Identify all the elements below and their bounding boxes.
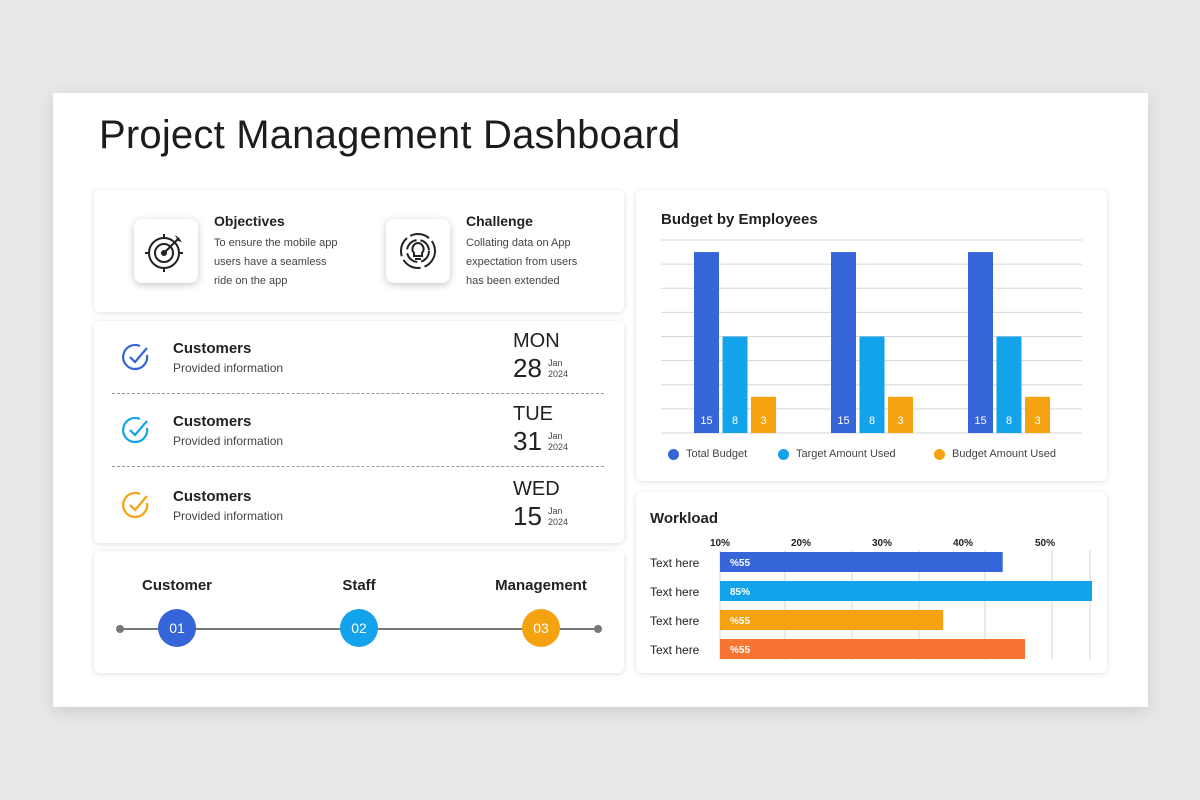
- bar: [831, 252, 856, 433]
- category-label: Text here: [650, 643, 700, 657]
- objective-desc-line: To ensure the mobile app: [214, 237, 338, 249]
- timeline-step-03: 03: [522, 609, 560, 647]
- timeline-step-01: 01: [158, 609, 196, 647]
- customers-card: Customers Provided information MON 28 Ja…: [94, 321, 624, 543]
- year: 2024: [548, 517, 569, 527]
- bar: [722, 336, 748, 433]
- month: Jan: [548, 358, 563, 368]
- bar: [720, 581, 1092, 601]
- day-number: 28: [513, 353, 542, 383]
- bar: [1025, 396, 1050, 433]
- timeline-card: Customer Staff Management 01 02 03: [94, 551, 624, 673]
- legend-swatch: [668, 448, 679, 460]
- day-number: 15: [513, 501, 542, 531]
- timeline-end-dot: [594, 625, 602, 633]
- legend-item: Total Budget: [668, 448, 747, 460]
- bar-value-label: %55: [730, 616, 750, 627]
- timeline-label: Management: [495, 577, 587, 594]
- category-label: Text here: [650, 614, 700, 628]
- list-item: Customers Provided information TUE 31 Ja…: [112, 394, 604, 467]
- legend-label: Target Amount Used: [796, 448, 896, 460]
- year: 2024: [548, 369, 569, 379]
- legend-item: Target Amount Used: [778, 448, 896, 460]
- objective-desc-line: ride on the app: [214, 275, 288, 287]
- customer-sub: Provided information: [173, 434, 284, 448]
- x-tick-label: 20%: [791, 538, 811, 549]
- bar-value-label: %55: [730, 558, 750, 569]
- bar-value-label: 15: [974, 415, 986, 427]
- objective-heading: Objectives: [214, 213, 285, 229]
- bar-value-label: 8: [869, 415, 875, 427]
- target-icon: [134, 219, 198, 283]
- category-label: Text here: [650, 556, 700, 570]
- bar: [720, 552, 1003, 572]
- month: Jan: [548, 431, 563, 441]
- year: 2024: [548, 442, 569, 452]
- legend-item: Budget Amount Used: [934, 448, 1056, 460]
- bar-value-label: 3: [897, 415, 903, 427]
- x-tick-label: 30%: [872, 538, 892, 549]
- timeline-label: Staff: [342, 577, 376, 594]
- bar-value-label: 3: [1034, 415, 1040, 427]
- timeline-label: Customer: [141, 577, 212, 594]
- bar-value-label: 8: [1006, 415, 1012, 427]
- day-of-week: TUE: [513, 403, 553, 425]
- budget-chart-card: Budget by Employees 15 8 3 15 8 3 15 8 3 Total B…: [636, 190, 1107, 481]
- bar: [720, 639, 1026, 659]
- challenge-desc-line: Collating data on App: [466, 237, 571, 249]
- month: Jan: [548, 506, 563, 516]
- customer-name: Customers: [173, 488, 252, 505]
- bar: [694, 252, 719, 433]
- legend-label: Total Budget: [686, 448, 748, 460]
- timeline-step-02: 02: [340, 609, 378, 647]
- legend-label: Budget Amount Used: [952, 448, 1056, 460]
- day-number: 31: [513, 426, 542, 456]
- customer-name: Customers: [173, 413, 252, 430]
- challenge-heading: Challenge: [466, 213, 533, 229]
- bar: [751, 396, 776, 433]
- x-tick-label: 50%: [1035, 538, 1055, 549]
- bar: [996, 336, 1022, 433]
- objective-desc-line: users have a seamless: [214, 256, 327, 268]
- objectives-card: Objectives To ensure the mobile app user…: [94, 190, 624, 312]
- legend-swatch: [934, 448, 945, 460]
- chart-title: Budget by Employees: [661, 211, 818, 228]
- bar: [720, 610, 944, 630]
- challenge-desc-line: has been extended: [466, 275, 560, 287]
- bar: [888, 396, 913, 433]
- workload-chart-card: Workload 10% 20% 30% 40% 50% %55 Text here 85% T…: [636, 492, 1107, 673]
- timeline-end-dot: [116, 625, 124, 633]
- maze-bulb-icon: [386, 219, 450, 283]
- customer-sub: Provided information: [173, 509, 284, 523]
- legend-swatch: [778, 448, 789, 460]
- workload-bar-chart: 10% 20% 30% 40% 50% %55 Text here 85% Text here%…: [650, 538, 1092, 660]
- category-label: Text here: [650, 585, 700, 599]
- chart-title: Workload: [650, 510, 719, 527]
- page-title: Project Management Dashboard: [99, 113, 681, 157]
- x-tick-label: 10%: [710, 538, 730, 549]
- bar-value-label: 8: [732, 415, 738, 427]
- bar-value-label: %55: [730, 645, 750, 656]
- customer-sub: Provided information: [173, 361, 284, 375]
- challenge-desc-line: expectation from users: [466, 256, 578, 268]
- bar-value-label: 15: [837, 415, 849, 427]
- check-circle-icon: [122, 343, 149, 371]
- day-of-week: WED: [513, 478, 560, 500]
- check-circle-icon: [122, 491, 149, 519]
- x-tick-label: 40%: [953, 538, 973, 549]
- bar-value-label: 3: [760, 415, 766, 427]
- bar: [968, 252, 993, 433]
- list-item: Customers Provided information MON 28 Ja…: [112, 321, 604, 394]
- bar-value-label: 15: [700, 415, 712, 427]
- customer-name: Customers: [173, 340, 252, 357]
- bar: [859, 336, 885, 433]
- check-circle-icon: [122, 416, 149, 444]
- budget-bar-chart: 15 8 3 15 8 3 15 8 3: [661, 239, 1082, 434]
- list-item: Customers Provided information WED 15 Ja…: [112, 469, 604, 542]
- dashboard-slide: Project Management Dashboard Objectives: [53, 93, 1148, 707]
- day-of-week: MON: [513, 330, 560, 352]
- bar-value-label: 85%: [730, 587, 750, 598]
